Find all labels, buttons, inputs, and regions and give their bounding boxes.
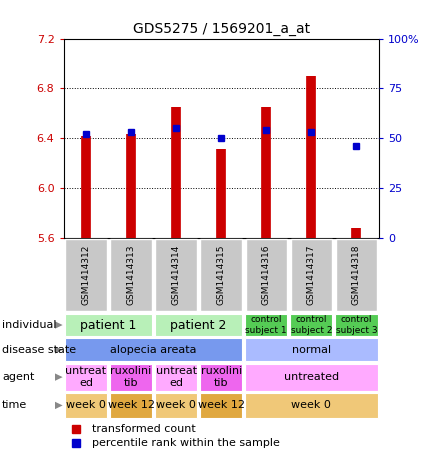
Polygon shape (55, 373, 63, 381)
Text: ruxolini
tib: ruxolini tib (110, 366, 152, 388)
Text: GSM1414318: GSM1414318 (352, 245, 361, 305)
Text: control
subject 3: control subject 3 (336, 315, 377, 335)
Bar (245, 393, 378, 418)
Text: week 0: week 0 (156, 400, 196, 410)
Bar (245, 338, 378, 361)
Bar (155, 239, 197, 311)
Text: GSM1414313: GSM1414313 (127, 245, 136, 305)
Text: GSM1414316: GSM1414316 (262, 245, 271, 305)
Title: GDS5275 / 1569201_a_at: GDS5275 / 1569201_a_at (133, 22, 310, 36)
Text: individual: individual (2, 320, 57, 330)
Bar (155, 313, 242, 337)
Text: untreat
ed: untreat ed (65, 366, 106, 388)
Text: transformed count: transformed count (92, 424, 196, 434)
Text: week 12: week 12 (108, 400, 155, 410)
Text: disease state: disease state (2, 345, 76, 355)
Polygon shape (55, 321, 63, 329)
Text: control
subject 2: control subject 2 (290, 315, 332, 335)
Bar (65, 393, 107, 418)
Bar (290, 313, 332, 337)
Bar (245, 364, 378, 390)
Text: alopecia areata: alopecia areata (110, 345, 197, 355)
Text: time: time (2, 400, 28, 410)
Text: normal: normal (292, 345, 331, 355)
Text: control
subject 1: control subject 1 (245, 315, 287, 335)
Text: ruxolini
tib: ruxolini tib (201, 366, 242, 388)
Text: patient 2: patient 2 (170, 318, 227, 332)
Text: agent: agent (2, 372, 35, 382)
Bar (336, 239, 377, 311)
Bar (200, 364, 242, 390)
Text: untreated: untreated (284, 372, 339, 382)
Bar (65, 239, 107, 311)
Text: percentile rank within the sample: percentile rank within the sample (92, 439, 280, 448)
Bar (335, 313, 378, 337)
Bar (245, 313, 287, 337)
Text: week 0: week 0 (66, 400, 106, 410)
Text: week 12: week 12 (198, 400, 245, 410)
Text: week 0: week 0 (291, 400, 331, 410)
Polygon shape (55, 346, 63, 354)
Text: untreat
ed: untreat ed (155, 366, 197, 388)
Text: GSM1414315: GSM1414315 (217, 245, 226, 305)
Text: patient 1: patient 1 (81, 318, 137, 332)
Bar (65, 364, 107, 390)
Bar (65, 313, 152, 337)
Bar (200, 393, 242, 418)
Bar (110, 239, 152, 311)
Bar (65, 338, 242, 361)
Polygon shape (55, 402, 63, 409)
Text: GSM1414317: GSM1414317 (307, 245, 316, 305)
Bar (290, 239, 332, 311)
Bar (110, 393, 152, 418)
Bar (155, 393, 197, 418)
Text: GSM1414312: GSM1414312 (81, 245, 91, 305)
Bar (110, 364, 152, 390)
Bar (201, 239, 242, 311)
Text: GSM1414314: GSM1414314 (172, 245, 180, 305)
Bar (246, 239, 287, 311)
Bar (155, 364, 197, 390)
